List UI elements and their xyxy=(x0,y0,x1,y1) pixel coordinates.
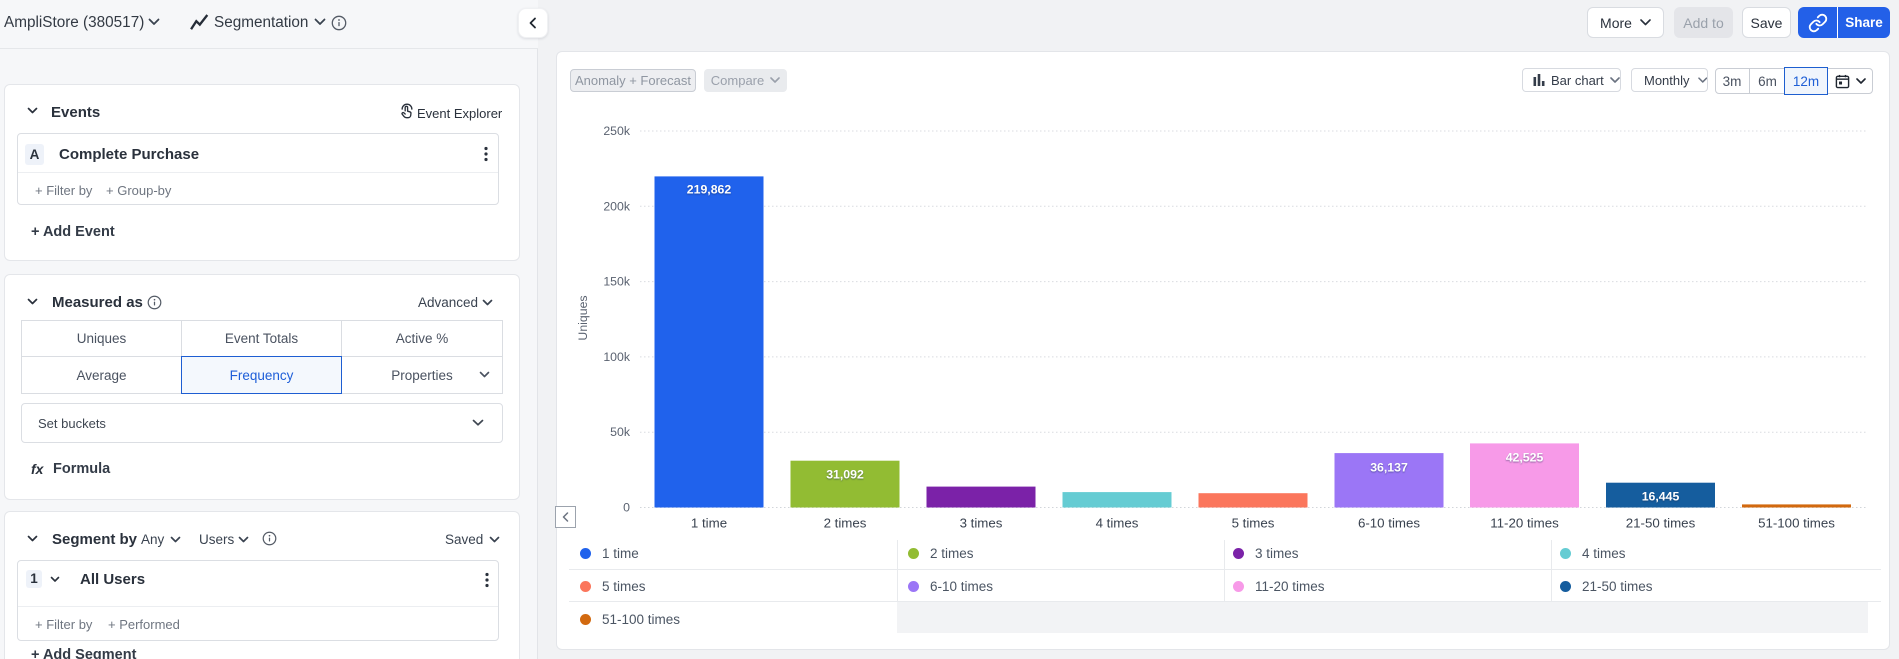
svg-text:31,092: 31,092 xyxy=(826,468,864,482)
svg-text:Uniques: Uniques xyxy=(576,295,590,340)
svg-text:2 times: 2 times xyxy=(824,516,867,531)
svg-text:0: 0 xyxy=(623,501,630,515)
svg-text:50k: 50k xyxy=(610,425,631,439)
svg-text:16,445: 16,445 xyxy=(1642,490,1680,504)
svg-text:51-100 times: 51-100 times xyxy=(1758,516,1835,531)
svg-text:250k: 250k xyxy=(603,124,631,138)
svg-text:219,862: 219,862 xyxy=(687,183,732,197)
svg-text:1 time: 1 time xyxy=(691,516,727,531)
svg-text:5 times: 5 times xyxy=(1232,516,1275,531)
svg-text:6-10 times: 6-10 times xyxy=(1358,516,1420,531)
svg-text:42,525: 42,525 xyxy=(1506,451,1544,465)
svg-text:3 times: 3 times xyxy=(960,516,1003,531)
svg-text:150k: 150k xyxy=(603,275,631,289)
svg-text:11-20 times: 11-20 times xyxy=(1490,516,1559,531)
svg-text:4 times: 4 times xyxy=(1096,516,1139,531)
svg-text:21-50 times: 21-50 times xyxy=(1626,516,1696,531)
svg-text:36,137: 36,137 xyxy=(1370,461,1408,475)
svg-text:100k: 100k xyxy=(603,350,631,364)
svg-text:200k: 200k xyxy=(603,199,631,213)
